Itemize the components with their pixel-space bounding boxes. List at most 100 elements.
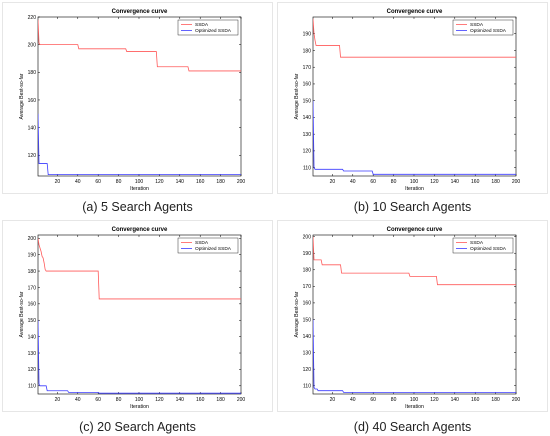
y-tick-label: 110 [303, 384, 311, 390]
y-axis-label: Average Best-so-far [294, 73, 300, 119]
caption-c: (c) 20 Search Agents [79, 420, 196, 434]
legend-box [452, 19, 514, 36]
series-line-ssda [38, 238, 241, 300]
legend-box [452, 237, 514, 254]
series-line-optimized-ssda [38, 113, 241, 176]
y-tick-label: 180 [303, 48, 312, 54]
x-tick-label: 40 [350, 397, 356, 403]
y-tick-label: 120 [28, 367, 37, 373]
y-tick-label: 110 [28, 384, 36, 390]
plot-area [37, 16, 242, 177]
plot-area [312, 16, 517, 177]
x-tick-label: 20 [55, 179, 61, 185]
x-tick-label: 80 [116, 397, 122, 403]
x-tick-label: 60 [95, 179, 101, 185]
subfigure-b: Convergence curve 20 40 60 80 100 120 140 160 180… [275, 0, 550, 218]
y-tick-label: 170 [303, 284, 312, 290]
series-line-ssda [313, 18, 516, 58]
y-tick-label: 120 [303, 149, 312, 155]
caption-b: (b) 10 Search Agents [353, 200, 472, 214]
chart-title: Convergence curve [387, 9, 443, 15]
y-tick-label: 190 [28, 252, 37, 258]
legend-entry: Optimized SSDA [470, 28, 507, 34]
x-tick-label: 60 [370, 397, 376, 403]
y-axis-label: Average Best-so-far [19, 291, 25, 337]
x-tick-label: 80 [391, 179, 397, 185]
y-tick-label: 190 [303, 251, 312, 257]
x-axis-label: Iteration [130, 404, 149, 410]
x-tick-label: 20 [55, 397, 61, 403]
y-tick-label: 140 [303, 115, 312, 121]
y-tick-label: 220 [28, 15, 37, 21]
x-tick-label: 100 [410, 397, 419, 403]
subfigure-a: Convergence curve 20 40 60 80 100 120 140 160 180… [0, 0, 275, 218]
x-tick-label: 180 [216, 179, 225, 185]
legend-box [177, 19, 239, 36]
x-axis-label: Iteration [405, 186, 424, 192]
chart-title: Convergence curve [112, 227, 168, 233]
y-tick-label: 150 [28, 318, 37, 324]
x-tick-label: 140 [451, 179, 460, 185]
chart-c: Convergence curve 20 40 60 80 100 120 140 160 180… [19, 227, 246, 410]
series-line-ssda [313, 236, 516, 286]
y-tick-label: 200 [28, 42, 37, 48]
legend-entry: Optimized SSDA [195, 246, 232, 252]
legend-box [177, 237, 239, 254]
chart-b: Convergence curve 20 40 60 80 100 120 140 160 180… [294, 9, 521, 192]
x-tick-label: 140 [176, 397, 185, 403]
chart-d: Convergence curve 20 40 60 80 100 120 140 160 180… [294, 227, 520, 410]
plot-area [312, 234, 517, 395]
y-tick-label: 160 [303, 82, 312, 88]
y-tick-label: 200 [303, 234, 312, 240]
chart-a: Convergence curve 20 40 60 80 100 120 140 160 180… [19, 9, 246, 192]
legend-entry: SSDA [470, 240, 484, 246]
x-tick-label: 160 [196, 179, 205, 185]
series-line-optimized-ssda [38, 320, 241, 394]
x-axis-label: Iteration [405, 404, 424, 410]
legend-entry: Optimized SSDA [195, 28, 232, 34]
y-tick-label: 150 [303, 317, 312, 323]
y-tick-label: 180 [303, 268, 312, 274]
x-tick-label: 180 [216, 397, 225, 403]
x-tick-label: 120 [155, 179, 164, 185]
y-tick-label: 180 [28, 269, 37, 275]
series-line-ssda [38, 19, 241, 72]
x-tick-label: 200 [237, 397, 246, 403]
y-tick-label: 120 [303, 367, 312, 373]
x-tick-label: 200 [237, 179, 246, 185]
x-tick-label: 80 [391, 397, 397, 403]
x-tick-label: 20 [330, 397, 336, 403]
subfigure-c: Convergence curve 20 40 60 80 100 120 140 160 180… [0, 218, 275, 436]
x-tick-label: 180 [491, 179, 500, 185]
y-tick-label: 140 [303, 334, 312, 340]
x-tick-label: 140 [451, 397, 460, 403]
x-axis-label: Iteration [130, 186, 149, 192]
x-tick-label: 160 [196, 397, 205, 403]
y-tick-label: 180 [28, 70, 37, 76]
x-tick-label: 40 [75, 397, 81, 403]
x-tick-label: 20 [330, 179, 336, 185]
x-tick-label: 140 [176, 179, 185, 185]
x-tick-label: 80 [116, 179, 122, 185]
caption-d: (d) 40 Search Agents [353, 420, 472, 434]
x-tick-label: 160 [471, 397, 480, 403]
x-tick-label: 180 [491, 397, 500, 403]
legend-entry: Optimized SSDA [470, 246, 507, 252]
x-tick-label: 200 [512, 179, 521, 185]
y-tick-label: 150 [303, 98, 312, 104]
x-tick-label: 120 [430, 179, 439, 185]
x-tick-label: 100 [135, 179, 144, 185]
plot-area [37, 234, 242, 395]
caption-a: (a) 5 Search Agents [82, 200, 193, 214]
x-tick-label: 120 [155, 397, 164, 403]
chart-title: Convergence curve [387, 227, 443, 233]
x-tick-label: 100 [410, 179, 419, 185]
x-tick-label: 160 [471, 179, 480, 185]
legend-entry: SSDA [195, 22, 209, 28]
y-tick-label: 110 [303, 165, 311, 171]
